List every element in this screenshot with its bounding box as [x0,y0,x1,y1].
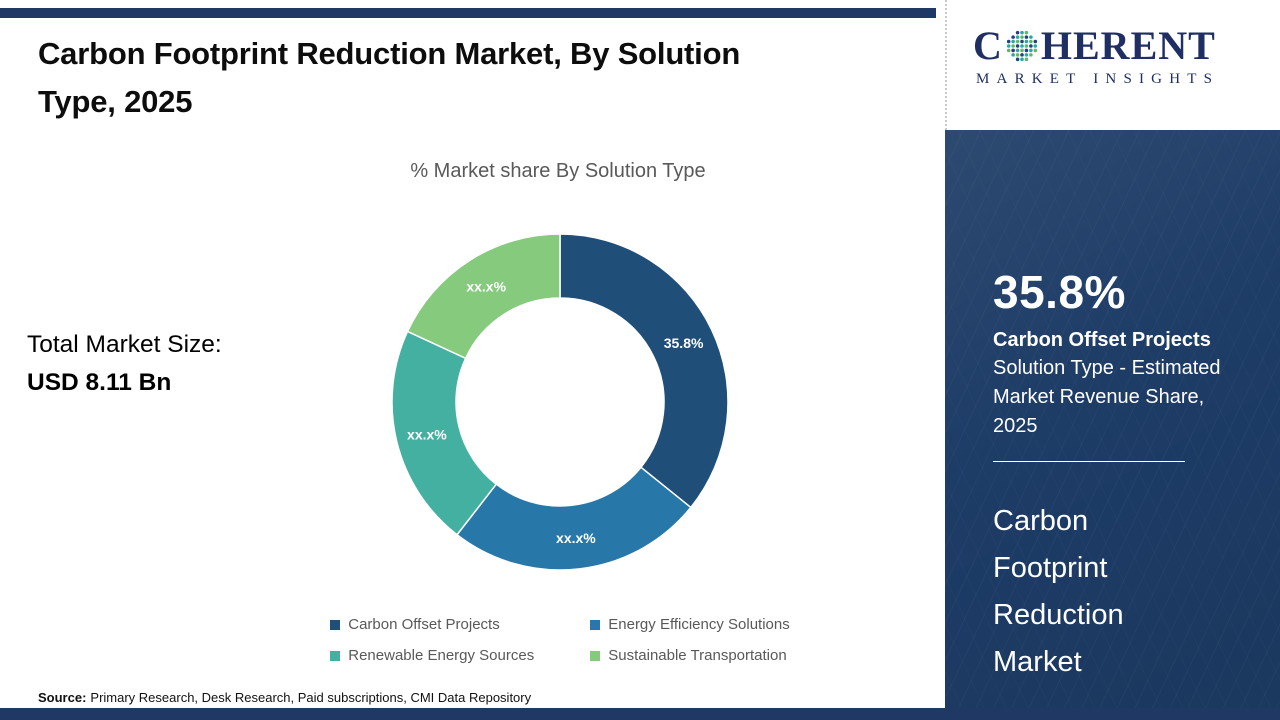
logo-letter-c: C [973,23,1003,68]
total-market-label: Total Market Size: [27,331,222,358]
legend-swatch-icon [330,650,341,661]
globe-logo-icon [1005,29,1039,63]
source-label: Source: [38,690,87,705]
stat-value: 35.8% [993,266,1126,318]
chart-legend: Carbon Offset Projects Energy Efficiency … [280,616,840,664]
legend-swatch-icon [330,619,341,630]
legend-item-1: Carbon Offset Projects [330,616,558,633]
stat-description: Solution Type - Estimated Market Revenue… [993,357,1221,437]
legend-swatch-icon [590,619,601,630]
page-title-line2: Type, 2025 [38,84,193,120]
legend-label: Renewable Energy Sources [348,647,535,664]
legend-item-4: Sustainable Transportation [590,647,790,664]
legend-swatch-icon [590,650,601,661]
slice-label-3: xx.x% [407,426,447,442]
total-market-value: USD 8.11 Bn [27,368,172,396]
slice-label-2: xx.x% [556,530,596,546]
source-note: Source: Primary Research, Desk Research, … [38,690,531,705]
slice-label-1: 35.8% [664,335,704,351]
highlight-panel: 35.8% Carbon Offset Projects Solution Ty… [945,130,1280,720]
logo-wordmark: C HERENT [973,26,1280,66]
top-accent-bar [0,8,936,18]
brand-logo: C HERENT MARKET INSIGHTS [945,0,1280,130]
stat-title: Carbon Offset Projects [993,329,1211,351]
source-text: Primary Research, Desk Research, Paid su… [90,690,532,705]
legend-label: Carbon Offset Projects [348,616,500,633]
total-market-size: Total Market Size: USD 8.11 Bn [27,326,222,402]
market-name: Carbon Footprint Reduction Market [993,505,1124,678]
legend-item-3: Renewable Energy Sources [330,647,558,664]
logo-letters-rest: HERENT [1040,23,1216,68]
bottom-accent-bar [0,708,1280,720]
donut-segment-2 [455,466,692,571]
legend-label: Energy Efficiency Solutions [608,616,790,633]
page-title: Carbon Footprint Reduction Market, By So… [38,30,898,126]
legend-item-2: Energy Efficiency Solutions [590,616,790,633]
right-panel: C HERENT MARKET INSIGHTS 35.8% Carbon Of… [945,0,1280,720]
chart-title: % Market share By Solution Type [410,160,706,182]
donut-segment-4 [406,233,561,360]
panel-divider [993,461,1185,462]
logo-subtitle: MARKET INSIGHTS [976,71,1220,87]
donut-chart: 35.8% xx.x% xx.x% xx.x% [391,233,729,571]
donut-segment-1 [559,233,729,509]
slice-label-4: xx.x% [466,279,506,295]
page-title-line1: Carbon Footprint Reduction Market, By So… [38,36,741,71]
legend-label: Sustainable Transportation [608,647,787,664]
